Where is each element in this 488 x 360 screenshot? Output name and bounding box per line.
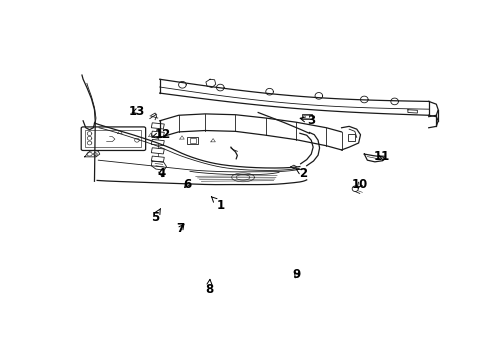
Text: 6: 6 [183,178,191,191]
Text: 13: 13 [128,105,145,118]
Bar [189,138,195,143]
Bar [151,156,164,162]
Text: 10: 10 [351,178,367,191]
Bar [303,115,309,118]
Bar [151,131,164,137]
Bar [151,123,164,129]
Text: 1: 1 [211,197,224,212]
Bar [347,134,354,141]
Text: 2: 2 [296,167,307,180]
Bar [187,136,198,144]
Bar [301,114,312,120]
Text: 9: 9 [291,268,300,281]
Text: 5: 5 [151,208,160,224]
Bar [151,139,164,145]
Text: 11: 11 [372,150,388,163]
Text: 8: 8 [204,279,213,296]
Text: 3: 3 [300,114,315,127]
Text: 7: 7 [176,222,184,235]
Bar [151,148,164,154]
Text: 4: 4 [157,167,165,180]
Text: 12: 12 [151,128,170,141]
